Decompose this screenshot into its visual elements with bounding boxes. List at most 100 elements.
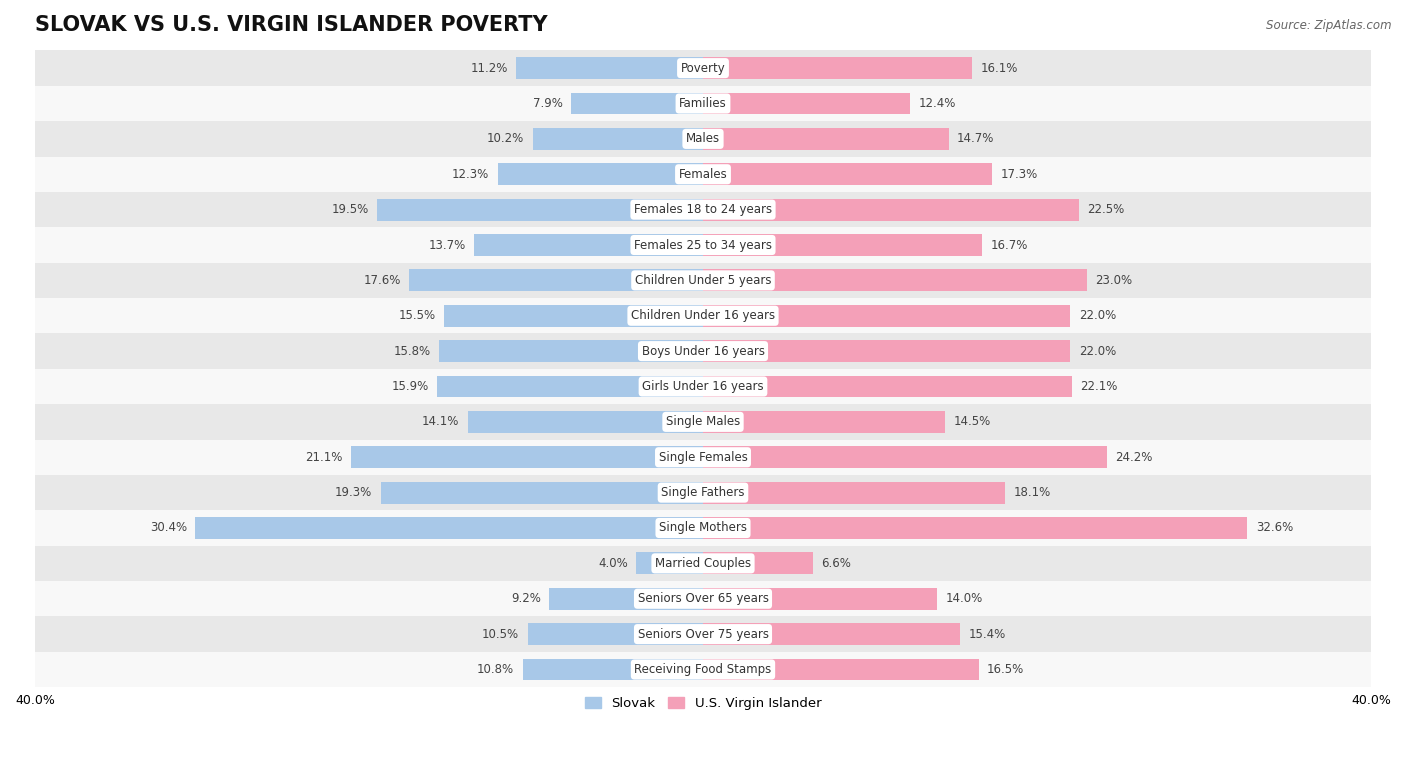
Bar xyxy=(35,475,1371,510)
Text: Married Couples: Married Couples xyxy=(655,557,751,570)
Text: 14.5%: 14.5% xyxy=(953,415,991,428)
Text: 6.6%: 6.6% xyxy=(821,557,852,570)
Text: 19.3%: 19.3% xyxy=(335,486,373,499)
Text: Females 25 to 34 years: Females 25 to 34 years xyxy=(634,239,772,252)
Bar xyxy=(377,199,703,221)
Bar xyxy=(350,446,703,468)
Text: Source: ZipAtlas.com: Source: ZipAtlas.com xyxy=(1267,19,1392,32)
Bar xyxy=(35,298,1371,334)
Bar xyxy=(703,553,813,575)
Bar xyxy=(516,57,703,79)
Text: Seniors Over 65 years: Seniors Over 65 years xyxy=(637,592,769,605)
Text: Seniors Over 75 years: Seniors Over 75 years xyxy=(637,628,769,641)
Text: 14.7%: 14.7% xyxy=(957,133,994,146)
Bar xyxy=(35,227,1371,263)
Text: 10.8%: 10.8% xyxy=(477,663,515,676)
Bar xyxy=(703,411,945,433)
Bar xyxy=(703,269,1087,291)
Bar xyxy=(35,51,1371,86)
Text: Females 18 to 24 years: Females 18 to 24 years xyxy=(634,203,772,216)
Text: Males: Males xyxy=(686,133,720,146)
Text: 32.6%: 32.6% xyxy=(1256,522,1294,534)
Bar xyxy=(381,481,703,503)
Text: Single Fathers: Single Fathers xyxy=(661,486,745,499)
Text: 16.7%: 16.7% xyxy=(990,239,1028,252)
Text: 9.2%: 9.2% xyxy=(512,592,541,605)
Text: Single Mothers: Single Mothers xyxy=(659,522,747,534)
Text: Females: Females xyxy=(679,168,727,180)
Text: 21.1%: 21.1% xyxy=(305,451,342,464)
Bar xyxy=(703,128,949,150)
Bar xyxy=(527,623,703,645)
Bar xyxy=(35,652,1371,688)
Bar xyxy=(703,623,960,645)
Bar xyxy=(437,375,703,397)
Bar xyxy=(35,616,1371,652)
Bar xyxy=(703,234,981,256)
Text: Single Females: Single Females xyxy=(658,451,748,464)
Bar xyxy=(703,92,910,114)
Text: 4.0%: 4.0% xyxy=(598,557,628,570)
Bar xyxy=(703,375,1073,397)
Text: 11.2%: 11.2% xyxy=(470,61,508,74)
Bar xyxy=(468,411,703,433)
Bar xyxy=(35,86,1371,121)
Bar xyxy=(498,163,703,185)
Bar xyxy=(523,659,703,681)
Legend: Slovak, U.S. Virgin Islander: Slovak, U.S. Virgin Islander xyxy=(579,692,827,716)
Text: 24.2%: 24.2% xyxy=(1115,451,1153,464)
Text: Families: Families xyxy=(679,97,727,110)
Bar xyxy=(703,57,972,79)
Text: 10.5%: 10.5% xyxy=(482,628,519,641)
Bar xyxy=(409,269,703,291)
Text: 17.3%: 17.3% xyxy=(1000,168,1038,180)
Text: 12.3%: 12.3% xyxy=(451,168,489,180)
Text: 14.0%: 14.0% xyxy=(945,592,983,605)
Text: 16.5%: 16.5% xyxy=(987,663,1024,676)
Text: Girls Under 16 years: Girls Under 16 years xyxy=(643,380,763,393)
Text: 14.1%: 14.1% xyxy=(422,415,460,428)
Text: 15.5%: 15.5% xyxy=(399,309,436,322)
Bar xyxy=(474,234,703,256)
Bar xyxy=(35,263,1371,298)
Text: 7.9%: 7.9% xyxy=(533,97,562,110)
Bar xyxy=(533,128,703,150)
Text: 22.0%: 22.0% xyxy=(1078,309,1116,322)
Bar xyxy=(550,587,703,609)
Text: 15.9%: 15.9% xyxy=(392,380,429,393)
Text: Receiving Food Stamps: Receiving Food Stamps xyxy=(634,663,772,676)
Bar xyxy=(703,517,1247,539)
Text: Single Males: Single Males xyxy=(666,415,740,428)
Text: 15.8%: 15.8% xyxy=(394,345,430,358)
Text: Boys Under 16 years: Boys Under 16 years xyxy=(641,345,765,358)
Text: 30.4%: 30.4% xyxy=(150,522,187,534)
Bar xyxy=(195,517,703,539)
Bar xyxy=(703,587,936,609)
Text: 15.4%: 15.4% xyxy=(969,628,1005,641)
Text: 19.5%: 19.5% xyxy=(332,203,368,216)
Bar xyxy=(35,369,1371,404)
Text: 18.1%: 18.1% xyxy=(1014,486,1050,499)
Bar xyxy=(636,553,703,575)
Bar xyxy=(703,305,1070,327)
Text: Children Under 5 years: Children Under 5 years xyxy=(634,274,772,287)
Text: 10.2%: 10.2% xyxy=(486,133,524,146)
Text: 16.1%: 16.1% xyxy=(980,61,1018,74)
Bar xyxy=(35,121,1371,157)
Bar xyxy=(439,340,703,362)
Bar xyxy=(35,510,1371,546)
Bar xyxy=(444,305,703,327)
Text: 23.0%: 23.0% xyxy=(1095,274,1133,287)
Bar xyxy=(35,157,1371,192)
Bar xyxy=(703,446,1107,468)
Text: 22.0%: 22.0% xyxy=(1078,345,1116,358)
Bar xyxy=(35,440,1371,475)
Bar xyxy=(703,199,1078,221)
Bar xyxy=(35,404,1371,440)
Bar xyxy=(35,192,1371,227)
Bar xyxy=(35,334,1371,369)
Bar xyxy=(703,659,979,681)
Bar xyxy=(35,546,1371,581)
Text: 22.5%: 22.5% xyxy=(1087,203,1125,216)
Text: 17.6%: 17.6% xyxy=(363,274,401,287)
